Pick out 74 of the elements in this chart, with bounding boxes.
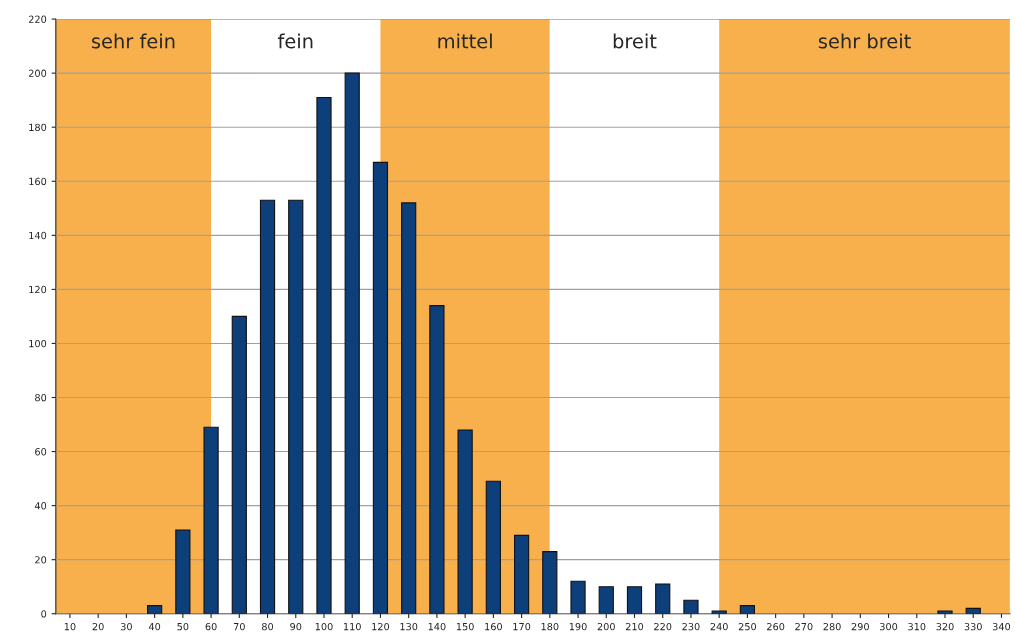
x-tick-label: 320	[936, 622, 954, 631]
x-tick-label: 230	[682, 622, 700, 631]
bar	[259, 199, 276, 614]
x-tick-label: 30	[120, 622, 132, 631]
x-tick-label: 170	[513, 622, 531, 631]
bar	[485, 480, 501, 614]
x-tick-label: 90	[290, 622, 302, 631]
y-tick-label: 60	[35, 448, 47, 456]
x-tick-label: 140	[428, 622, 446, 631]
y-tick-label: 20	[35, 556, 47, 564]
y-tick-label: 220	[28, 15, 47, 23]
x-tick-label: 290	[851, 622, 869, 631]
bar	[655, 583, 671, 614]
bar	[711, 610, 727, 614]
bar	[570, 580, 586, 614]
y-tick-label: 200	[28, 69, 47, 77]
y-tick-label: 120	[29, 285, 47, 294]
x-tick-label: 40	[148, 622, 161, 631]
x-tick-label: 300	[880, 622, 898, 631]
bar	[457, 429, 473, 614]
x-tick-label: 260	[767, 622, 785, 631]
x-tick-label: 70	[233, 622, 245, 631]
bar	[513, 534, 530, 614]
x-tick-label: 80	[262, 622, 274, 631]
band-label: sehr fein	[91, 33, 175, 49]
x-tick-label: 340	[992, 622, 1011, 631]
x-tick-label: 130	[400, 622, 418, 631]
band-label: fein	[277, 33, 313, 49]
bar	[937, 610, 953, 614]
x-tick-label: 240	[710, 622, 728, 631]
x-tick-label: 160	[485, 622, 502, 631]
y-tick-label: 40	[34, 502, 47, 510]
x-tick-label: 310	[908, 622, 926, 631]
x-tick-label: 60	[205, 622, 217, 631]
bar	[147, 605, 163, 614]
bar	[203, 426, 219, 614]
bar	[401, 202, 417, 614]
bar	[542, 551, 558, 614]
bar	[372, 161, 389, 614]
x-tick-label: 50	[177, 622, 189, 631]
x-tick-label: 210	[625, 622, 644, 631]
x-tick-label: 150	[456, 622, 474, 631]
y-tick-label: 160	[29, 177, 47, 186]
x-tick-label: 200	[597, 622, 615, 631]
bar	[429, 305, 445, 614]
x-tick-label: 110	[344, 622, 361, 631]
x-tick-label: 100	[315, 622, 333, 631]
bar	[598, 586, 614, 614]
bar	[175, 529, 191, 614]
x-tick-label: 280	[823, 622, 841, 631]
band-label: sehr breit	[818, 33, 911, 49]
bar	[288, 199, 304, 614]
bar	[683, 599, 699, 614]
x-tick-label: 270	[795, 622, 813, 631]
y-tick-label: 180	[29, 123, 47, 132]
bar	[626, 586, 643, 614]
y-tick-label: 0	[41, 610, 47, 618]
y-tick-label: 140	[29, 231, 47, 240]
x-tick-label: 20	[92, 622, 104, 631]
x-tick-label: 180	[541, 622, 559, 631]
bar	[316, 96, 332, 614]
band-label: mittel	[438, 33, 492, 49]
bar	[344, 72, 360, 614]
x-tick-label: 330	[964, 622, 982, 631]
y-tick-label: 100	[29, 339, 47, 348]
x-tick-label: 120	[372, 622, 390, 631]
x-tick-label: 250	[738, 622, 757, 631]
bar	[739, 605, 756, 614]
x-tick-label: 190	[569, 622, 587, 631]
y-tick-label: 80	[35, 393, 47, 402]
bar	[231, 315, 247, 614]
x-tick-label: 10	[64, 622, 76, 631]
x-tick-label: 220	[654, 622, 672, 631]
band-label: breit	[613, 33, 657, 49]
